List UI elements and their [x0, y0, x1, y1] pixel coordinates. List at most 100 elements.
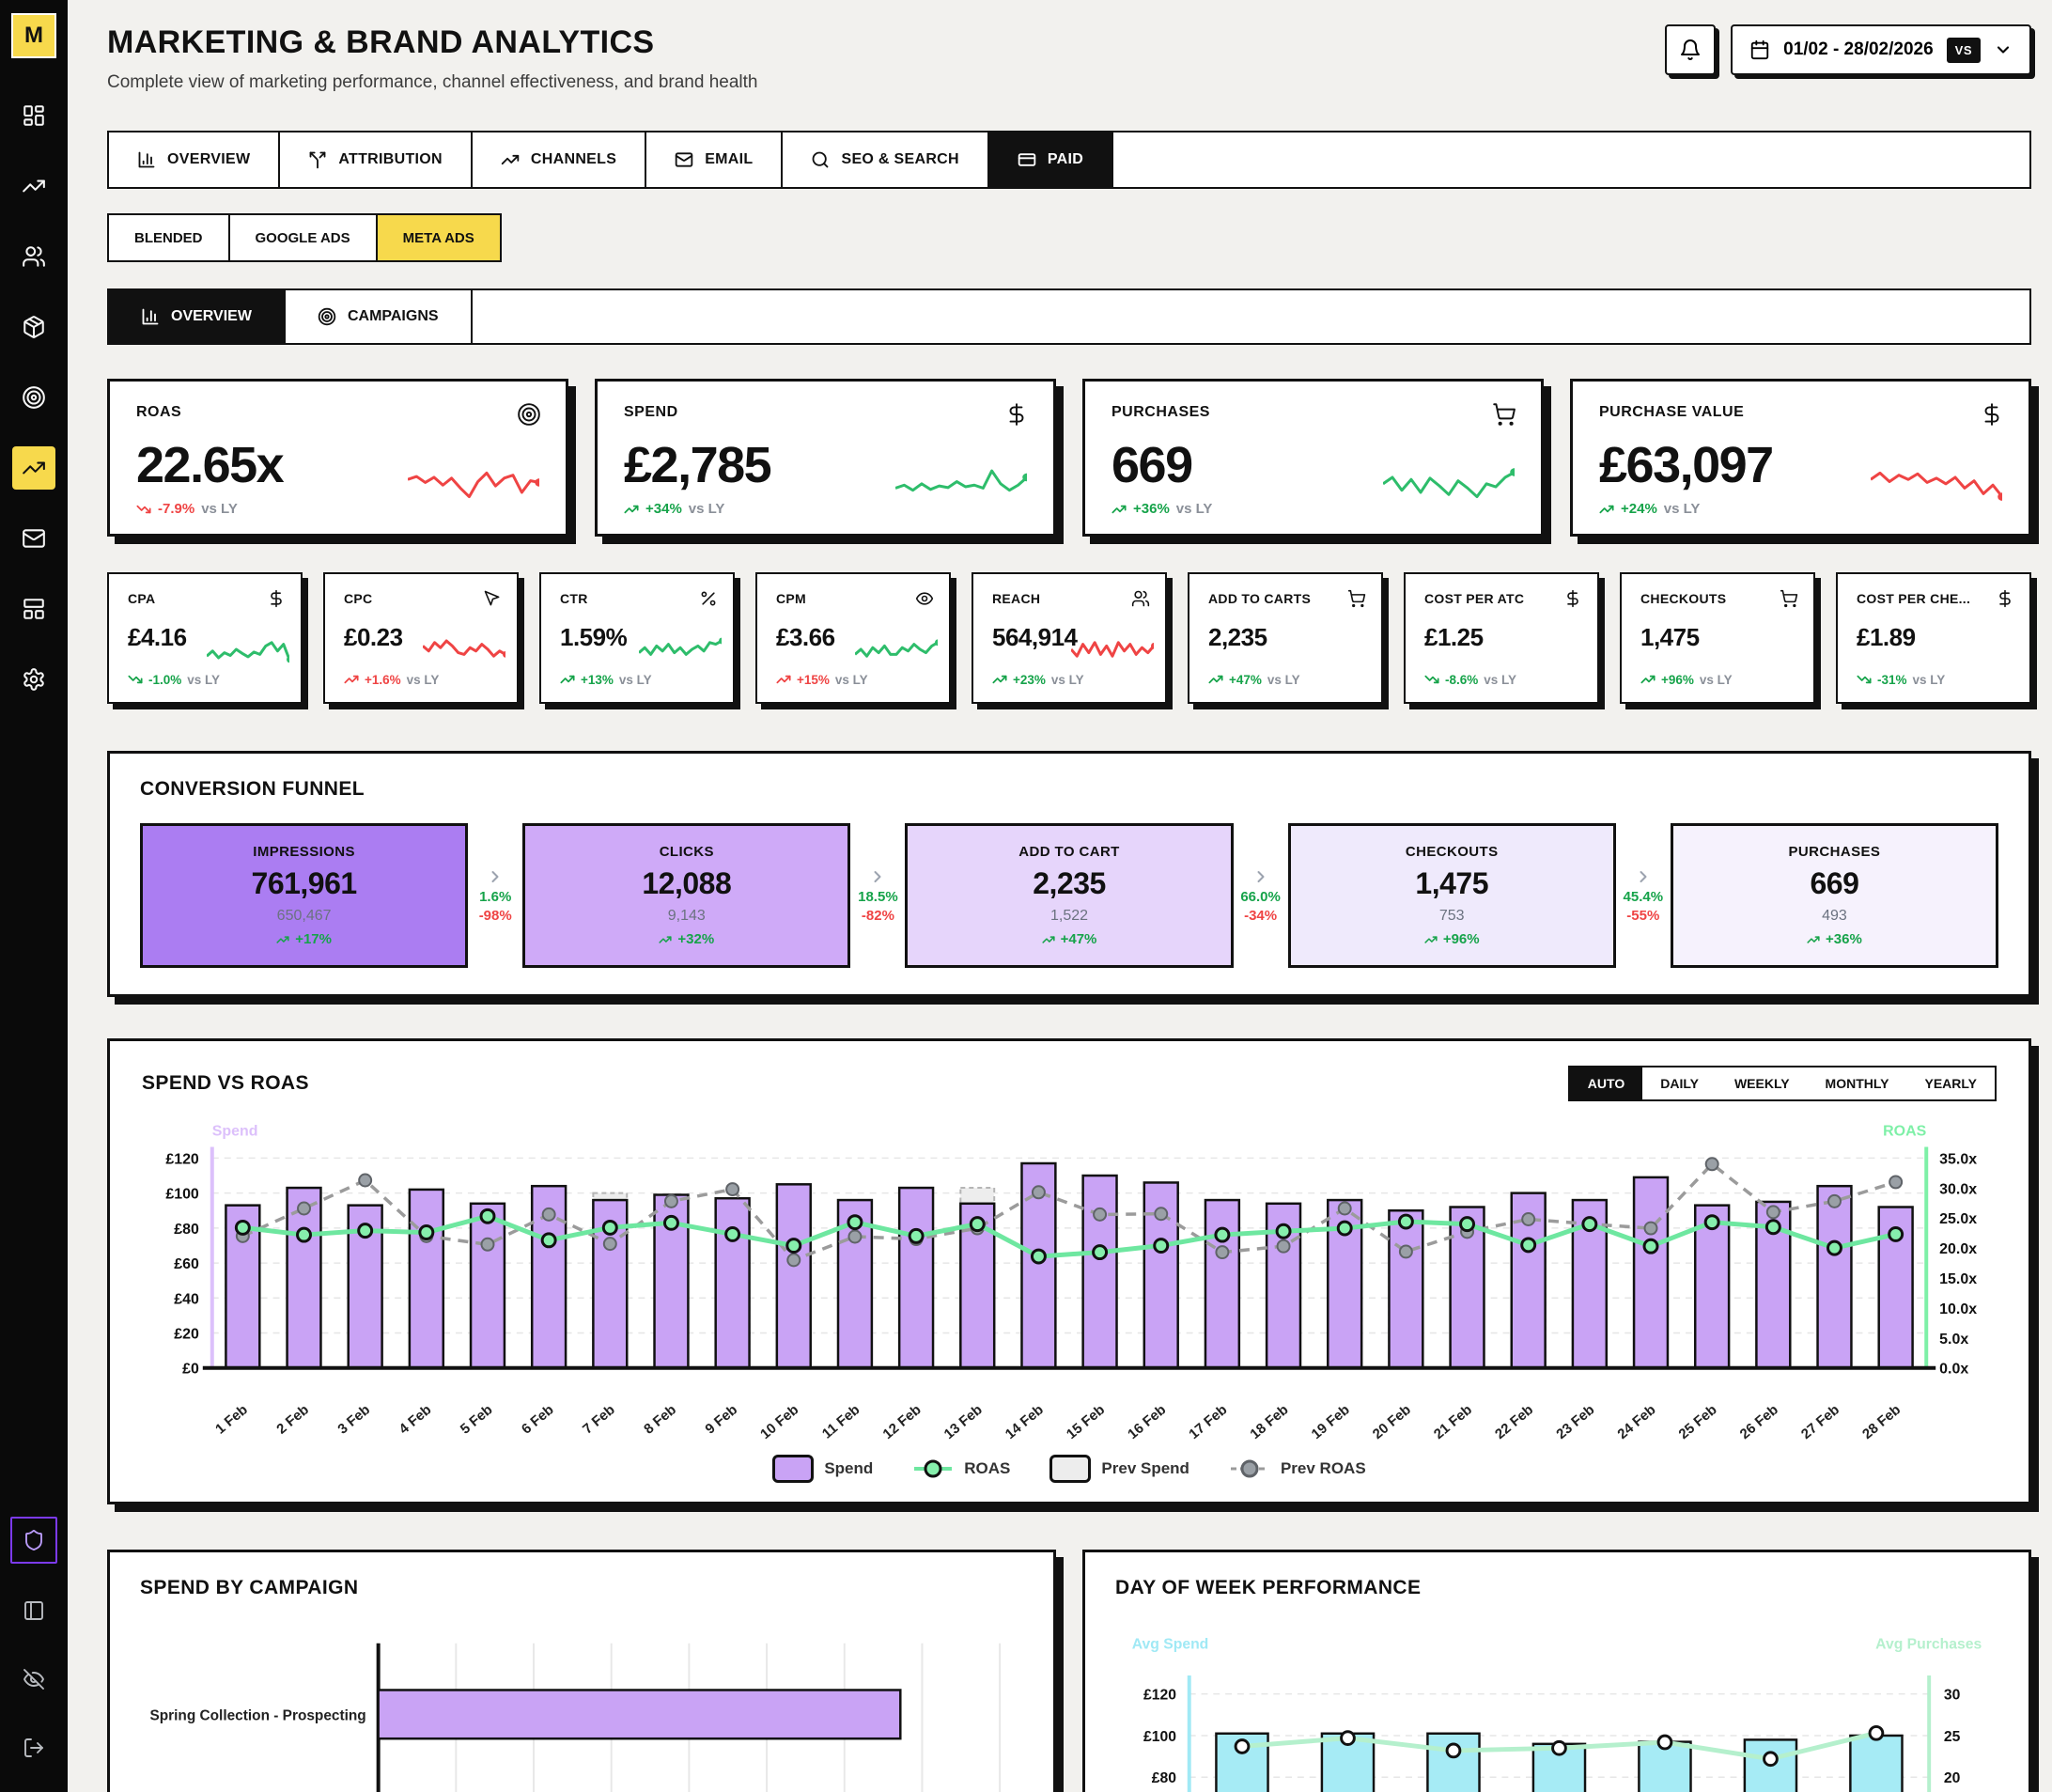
sidebar-item-users[interactable] — [12, 235, 55, 278]
svg-text:11 Feb: 11 Feb — [819, 1402, 863, 1442]
sidebar-nav — [12, 94, 55, 701]
conversion-change: -34% — [1244, 908, 1278, 924]
view-tab-campaigns[interactable]: CAMPAIGNS — [286, 290, 473, 343]
chart-header: SPEND VS ROAS AUTO DAILY WEEKLY MONTHLY YEAR… — [142, 1066, 1997, 1101]
vs-ly-label: vs LY — [618, 672, 652, 687]
channel-tabs-row: BLENDED GOOGLE ADS META ADS — [107, 189, 2031, 262]
conversion-change: -98% — [478, 908, 512, 924]
sparkline — [1071, 627, 1154, 668]
svg-text:Avg Spend: Avg Spend — [1132, 1636, 1209, 1652]
kpi-card-cost-per-atc: COST PER ATC £1.25 -8.6% vs LY — [1404, 572, 1599, 704]
channel-tab-meta-ads[interactable]: META ADS — [377, 215, 500, 260]
app-logo[interactable]: M — [11, 13, 56, 58]
sidebar-item-mail[interactable] — [12, 517, 55, 560]
dollar-icon — [1984, 403, 1999, 426]
sidebar-item-eye-off[interactable] — [12, 1658, 55, 1701]
delta-arrow — [1640, 672, 1656, 687]
granularity-auto[interactable]: AUTO — [1569, 1067, 1643, 1099]
kpi-label: SPEND — [624, 404, 678, 420]
chevron-right-icon — [1634, 867, 1653, 886]
sidebar-item-layout-panels[interactable] — [12, 587, 55, 631]
sidebar-item-panel-left[interactable] — [12, 1589, 55, 1632]
vs-badge: VS — [1946, 37, 1981, 63]
vs-ly-label: vs LY — [1267, 672, 1300, 687]
shield-icon — [25, 1530, 42, 1550]
bar-chart-icon — [138, 151, 155, 168]
channel-tab-blended[interactable]: BLENDED — [109, 215, 230, 260]
tab-channels[interactable]: CHANNELS — [473, 132, 647, 187]
sidebar-item-package[interactable] — [12, 305, 55, 349]
kpi-label: CHECKOUTS — [1640, 591, 1727, 606]
spend-vs-roas-chart: £0 £20 £40 £60 £80 £100 £120 0.0x 5.0x 10.0x 15.0x… — [165, 1123, 1977, 1442]
sidebar-item-settings[interactable] — [12, 658, 55, 701]
mail-icon — [23, 529, 45, 548]
trending-up-icon — [992, 675, 1007, 684]
tab-label: CAMPAIGNS — [347, 308, 439, 324]
delta-arrow — [1857, 672, 1872, 687]
sidebar-item-shield[interactable] — [10, 1517, 57, 1564]
delta-arrow — [992, 672, 1007, 687]
sidebar-item-layout-dashboard[interactable] — [12, 94, 55, 137]
delta-arrow — [1424, 672, 1439, 687]
legend-item-roas[interactable]: ROAS — [912, 1457, 1010, 1480]
kpi-card-checkouts: CHECKOUTS 1,475 +96% vs LY — [1620, 572, 1815, 704]
vs-ly-label: vs LY — [187, 672, 221, 687]
delta-value: +23% — [1013, 672, 1046, 687]
page-title: MARKETING & BRAND ANALYTICS — [107, 24, 655, 60]
svg-text:2 Feb: 2 Feb — [273, 1402, 312, 1438]
legend-item-spend[interactable]: Spend — [772, 1455, 873, 1483]
svg-text:25 Feb: 25 Feb — [1676, 1402, 1720, 1442]
tab-overview[interactable]: OVERVIEW — [109, 132, 281, 187]
kpi-delta: +47% vs LY — [1208, 672, 1300, 687]
svg-text:22 Feb: 22 Feb — [1492, 1402, 1536, 1442]
channel-tab-google-ads[interactable]: GOOGLE ADS — [230, 215, 378, 260]
legend-item-prev-roas[interactable]: Prev ROAS — [1229, 1457, 1366, 1480]
sidebar-item-trending-up-active[interactable] — [12, 446, 55, 490]
chart-legend: Spend ROAS Prev Spend Prev ROAS — [142, 1447, 1997, 1488]
kpi-value: £1.25 — [1424, 623, 1484, 651]
granularity-yearly[interactable]: YEARLY — [1924, 1076, 1977, 1091]
stage-value: 1,475 — [1415, 866, 1488, 900]
sidebar-item-log-out[interactable] — [12, 1726, 55, 1769]
stage-prev-value: 753 — [1438, 908, 1465, 924]
dollar-icon — [1999, 589, 2011, 608]
funnel-connector: 18.5% -82% — [850, 823, 905, 968]
trending-up-icon — [1208, 675, 1223, 684]
conversion-change: -55% — [1626, 908, 1660, 924]
svg-text:£80: £80 — [1152, 1770, 1177, 1786]
delta-arrow — [776, 672, 791, 687]
tab-seo-search[interactable]: SEO & SEARCH — [783, 132, 989, 187]
legend-swatch-line — [914, 1459, 953, 1478]
header-titles: MARKETING & BRAND ANALYTICS Complete vie… — [107, 24, 758, 93]
kpi-card-ctr: CTR 1.59% +13% vs LY — [539, 572, 735, 704]
vs-ly-label: vs LY — [1050, 672, 1084, 687]
svg-text:28 Feb: 28 Feb — [1859, 1402, 1904, 1442]
tab-email[interactable]: EMAIL — [646, 132, 784, 187]
kpi-card-purchases: PURCHASES 669 +36% vs LY — [1082, 379, 1544, 537]
view-tab-overview[interactable]: OVERVIEW — [109, 290, 286, 343]
tab-label: META ADS — [402, 229, 474, 246]
sidebar-item-trending-up[interactable] — [12, 164, 55, 208]
mouse-pointer-icon — [484, 590, 500, 606]
chevron-right-icon — [1251, 867, 1270, 886]
stage-label: ADD TO CART — [1018, 844, 1120, 860]
granularity-weekly[interactable]: WEEKLY — [1733, 1076, 1790, 1091]
kpi-value: 1,475 — [1640, 623, 1700, 651]
granularity-monthly[interactable]: MONTHLY — [1825, 1076, 1889, 1091]
sparkline — [895, 453, 1027, 506]
delta-arrow — [624, 502, 639, 517]
tab-attribution[interactable]: ATTRIBUTION — [280, 132, 473, 187]
tab-paid[interactable]: PAID — [988, 132, 1114, 187]
stage-delta: +96% — [1424, 931, 1480, 947]
notifications-button[interactable] — [1665, 24, 1717, 75]
layout-panels-icon — [23, 599, 44, 619]
sidebar-item-target[interactable] — [12, 376, 55, 419]
svg-text:16 Feb: 16 Feb — [1125, 1402, 1169, 1442]
date-range-picker[interactable]: 01/02 - 28/02/2026 VS — [1731, 24, 2031, 75]
granularity-daily[interactable]: DAILY — [1660, 1076, 1699, 1091]
legend-item-prev-spend[interactable]: Prev Spend — [1049, 1455, 1189, 1483]
day-of-week-card: DAY OF WEEK PERFORMANCE Avg Spend Avg Pur… — [1082, 1550, 2031, 1792]
delta-arrow — [1208, 672, 1223, 687]
svg-text:30: 30 — [1944, 1688, 1961, 1704]
funnel-stage-purchases: PURCHASES 669 493 +36% — [1670, 823, 1999, 968]
